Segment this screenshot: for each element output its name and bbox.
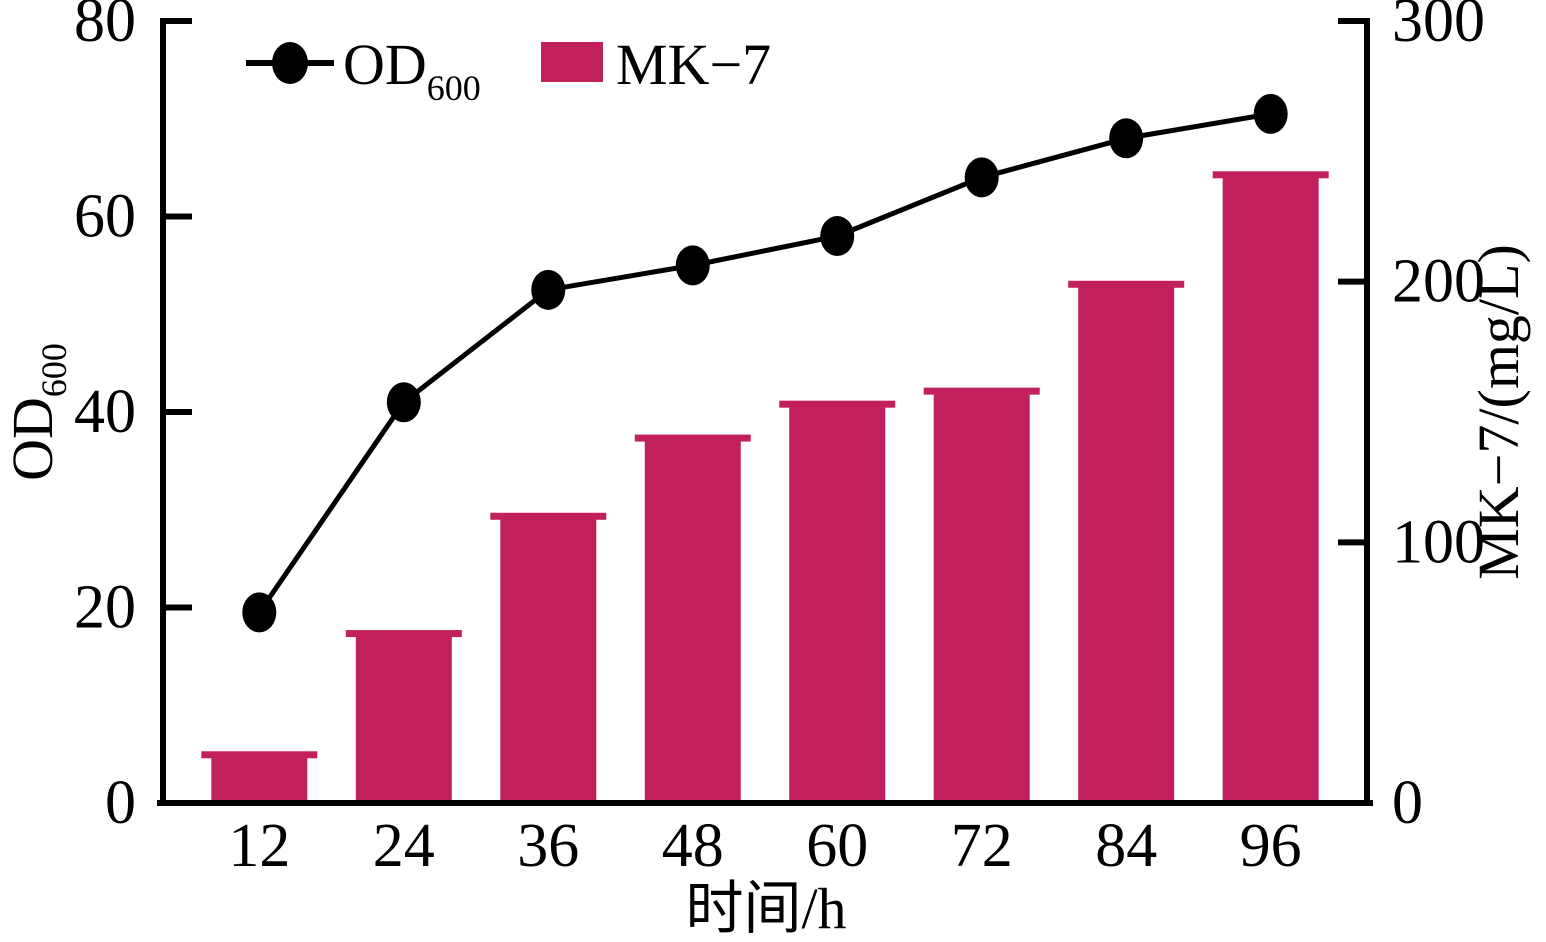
od600-marker-84h bbox=[1109, 118, 1144, 159]
left-tick-label-80: 80 bbox=[74, 0, 136, 55]
left-tick-label-40: 40 bbox=[74, 378, 136, 446]
mk7-bar-cap-60h bbox=[779, 400, 896, 408]
legend-mk7-label: MK−7 bbox=[616, 32, 771, 97]
mk7-bar-cap-72h bbox=[923, 387, 1040, 395]
left-tick-label-60: 60 bbox=[74, 183, 136, 251]
right-axis-title: MK−7/(mg/L) bbox=[1466, 244, 1531, 580]
od600-marker-24h bbox=[386, 382, 421, 423]
x-tick-label-48: 48 bbox=[662, 812, 724, 880]
od600-marker-60h bbox=[820, 216, 855, 257]
mk7-bar-cap-84h bbox=[1068, 280, 1185, 288]
tick-labels-group: 0 20 40 60 80 0 100 200 300 12 24 36 48 60 72 84 96 bbox=[74, 0, 1485, 880]
od600-marker-12h bbox=[242, 592, 277, 633]
mk7-bar-cap-24h bbox=[345, 630, 462, 638]
mk7-bar-96h bbox=[1222, 174, 1319, 803]
mk7-bar-12h bbox=[211, 754, 308, 803]
mk7-bar-24h bbox=[355, 633, 452, 803]
x-tick-label-36: 36 bbox=[517, 812, 579, 880]
od600-line-group bbox=[242, 93, 1288, 633]
x-tick-label-96: 96 bbox=[1240, 812, 1302, 880]
x-tick-label-72: 72 bbox=[951, 812, 1013, 880]
x-tick-label-12: 12 bbox=[228, 812, 290, 880]
mk7-bars-group bbox=[201, 171, 1329, 804]
x-tick-label-24: 24 bbox=[373, 812, 435, 880]
right-tick-label-0: 0 bbox=[1392, 769, 1423, 837]
od600-line bbox=[257, 111, 1272, 614]
mk7-bar-60h bbox=[789, 404, 886, 803]
mk7-bar-72h bbox=[933, 391, 1030, 803]
mk7-bar-cap-36h bbox=[490, 512, 607, 520]
legend-od600-label: OD600 bbox=[343, 32, 481, 108]
axis-ticks-group bbox=[163, 18, 1367, 806]
right-tick-label-100: 100 bbox=[1392, 508, 1485, 576]
right-tick-label-300: 300 bbox=[1392, 0, 1485, 55]
left-axis-title: OD600 bbox=[0, 343, 74, 481]
mk7-bar-cap-96h bbox=[1212, 171, 1329, 179]
legend-od600-marker-icon bbox=[272, 42, 308, 84]
od600-marker-36h bbox=[531, 269, 566, 310]
x-tick-label-60: 60 bbox=[806, 812, 868, 880]
legend-mk7-swatch-icon bbox=[541, 42, 603, 82]
left-tick-label-0: 0 bbox=[105, 769, 136, 837]
od600-marker-96h bbox=[1253, 93, 1288, 134]
left-tick-label-20: 20 bbox=[74, 574, 136, 642]
x-tick-label-84: 84 bbox=[1095, 812, 1157, 880]
right-tick-label-200: 200 bbox=[1392, 248, 1485, 316]
mk7-bar-48h bbox=[644, 438, 741, 803]
mk7-bar-cap-48h bbox=[634, 434, 751, 442]
legend: OD600 MK−7 bbox=[246, 32, 771, 108]
od600-marker-48h bbox=[675, 245, 710, 286]
od600-marker-72h bbox=[964, 157, 999, 198]
mk7-bar-36h bbox=[500, 516, 597, 803]
mk7-bar-cap-12h bbox=[201, 751, 318, 759]
x-axis-title: 时间/h bbox=[685, 876, 846, 941]
mk7-bar-84h bbox=[1078, 284, 1175, 804]
axis-spines-group bbox=[157, 18, 1373, 806]
